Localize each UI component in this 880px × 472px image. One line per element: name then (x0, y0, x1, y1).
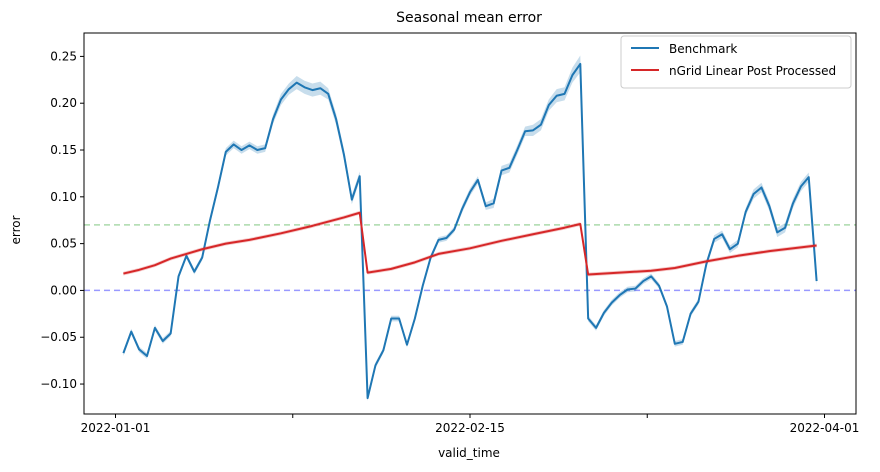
series-benchmark-line (122, 62, 818, 400)
y-tick-label: 0.05 (50, 237, 77, 251)
plot-frame (83, 32, 857, 415)
legend-label-ngrid: nGrid Linear Post Processed (669, 64, 836, 78)
y-axis-label: error (9, 215, 23, 244)
y-tick-label: 0.10 (50, 190, 77, 204)
y-tick-label: 0.00 (50, 283, 77, 297)
x-tick-label: 2022-01-01 (81, 421, 151, 435)
y-tick-label: 0.20 (50, 96, 77, 110)
legend: Benchmark nGrid Linear Post Processed (620, 35, 852, 89)
series-ngrid-line (123, 211, 817, 276)
series-benchmark-confidence-band (123, 55, 817, 401)
x-tick-label: 2022-02-15 (435, 421, 505, 435)
plot-area (84, 55, 856, 401)
legend-label-benchmark: Benchmark (669, 42, 737, 56)
x-tick-label: 2022-04-01 (790, 421, 860, 435)
y-tick-label: 0.15 (50, 143, 77, 157)
chart-title: Seasonal mean error (396, 10, 542, 26)
y-tick-label: 0.25 (50, 49, 77, 63)
y-tick-label: −0.10 (40, 377, 77, 391)
legend-frame (620, 35, 852, 89)
y-tick-label: −0.05 (40, 330, 77, 344)
axes: −0.10 −0.05 0.00 0.05 0.10 0.15 0.20 0.25 2022-0… (40, 32, 860, 435)
x-axis-label: valid_time (438, 446, 500, 460)
